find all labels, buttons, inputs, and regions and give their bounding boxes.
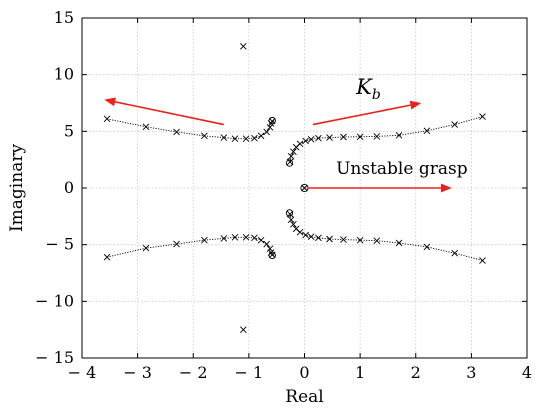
pole-marker	[290, 148, 297, 156]
pole-marker	[395, 239, 403, 247]
pole-marker	[257, 236, 265, 244]
pole-marker	[479, 113, 486, 120]
pole-marker	[263, 240, 270, 248]
y-tick-labels: − 15 − 10 − 5 0 5 10 15	[35, 8, 74, 367]
pole-marker	[395, 131, 403, 139]
x-tick-label: 0	[299, 363, 309, 382]
pole-marker	[231, 233, 239, 241]
pole-marker	[451, 249, 459, 257]
pole-marker	[239, 43, 247, 50]
pole-marker	[220, 134, 228, 141]
pole-marker	[479, 257, 486, 264]
gain-annotation: Kb	[355, 75, 381, 103]
y-axis-label: Imaginary	[7, 144, 27, 233]
locus-branch	[106, 236, 273, 258]
ticks	[81, 17, 528, 359]
locus-branch	[106, 118, 273, 140]
pole-marker	[340, 236, 347, 243]
x-tick-label: − 2	[179, 363, 208, 382]
zero-marker	[285, 159, 294, 167]
y-tick-label: 0	[64, 178, 74, 197]
x-tick-label: 2	[411, 363, 421, 382]
pole-marker	[296, 228, 304, 236]
pole-marker	[356, 133, 364, 141]
x-tick-label: − 4	[68, 363, 97, 382]
x-tick-label: 4	[522, 363, 532, 382]
x-tick-label: − 3	[123, 363, 152, 382]
x-tick-label: 1	[355, 363, 365, 382]
arrow-line	[114, 101, 225, 126]
pole-marker	[326, 134, 333, 141]
y-tick-label: − 10	[35, 291, 74, 310]
pole-marker	[201, 132, 208, 140]
arrow-head	[409, 100, 422, 110]
pole-marker	[290, 220, 297, 228]
pole-marker	[266, 124, 274, 131]
pole-marker	[242, 135, 250, 143]
pole-marker	[103, 253, 111, 261]
pole-marker	[315, 234, 322, 242]
pole-marker	[423, 243, 431, 251]
locus-branch	[289, 214, 483, 261]
zero-marker	[268, 251, 276, 260]
pole-marker	[239, 326, 247, 333]
y-tick-label: 15	[54, 8, 74, 27]
pole-marker	[266, 245, 274, 252]
pole-marker	[103, 115, 111, 123]
annotations: Kb Unstable grasp	[336, 75, 468, 179]
pole-marker	[263, 128, 270, 136]
pole-marker	[296, 140, 304, 148]
unstable-grasp-annotation: Unstable grasp	[336, 159, 468, 179]
pole-marker	[173, 128, 180, 136]
pole-marker	[242, 233, 250, 241]
pole-marker	[423, 127, 431, 135]
pole-marker	[142, 123, 150, 131]
pole-marker	[307, 135, 315, 143]
pole-marker	[315, 134, 322, 142]
arrow-line	[312, 104, 411, 126]
pole-marker	[326, 235, 333, 243]
pole-marker	[173, 240, 180, 248]
pole-marker	[302, 137, 309, 145]
zero-marker	[285, 209, 294, 217]
x-tick-label: 3	[466, 363, 476, 382]
origin-pole-marker	[301, 184, 308, 192]
y-tick-label: − 15	[35, 348, 74, 367]
pole-marker	[451, 121, 459, 128]
y-tick-label: 10	[54, 65, 74, 84]
pole-marker	[307, 233, 315, 241]
pole-marker	[356, 236, 364, 244]
pole-marker	[287, 152, 295, 160]
pole-marker	[257, 132, 265, 140]
locus-branch	[289, 116, 483, 162]
zero-marker	[268, 116, 276, 125]
pole-marker	[302, 231, 309, 239]
pole-marker	[287, 216, 295, 224]
pole-marker	[231, 135, 239, 143]
pole-marker	[220, 235, 228, 242]
arrow-head	[104, 97, 116, 107]
grid	[82, 18, 527, 358]
arrow-head	[440, 183, 452, 193]
arrows	[104, 97, 452, 193]
pole-marker	[251, 134, 258, 142]
pole-marker	[251, 234, 258, 242]
y-tick-label: 5	[64, 121, 74, 140]
pole-marker	[142, 244, 150, 252]
x-axis-label: Real	[285, 387, 323, 407]
x-tick-labels: − 4 − 3 − 2 − 1 0 1 2 3 4	[68, 363, 532, 382]
pole-marker	[340, 133, 347, 141]
pole-marker	[373, 133, 381, 140]
pole-marker	[201, 236, 208, 244]
x-tick-label: − 1	[235, 363, 264, 382]
y-tick-label: − 5	[45, 235, 74, 254]
pole-marker	[373, 237, 381, 245]
